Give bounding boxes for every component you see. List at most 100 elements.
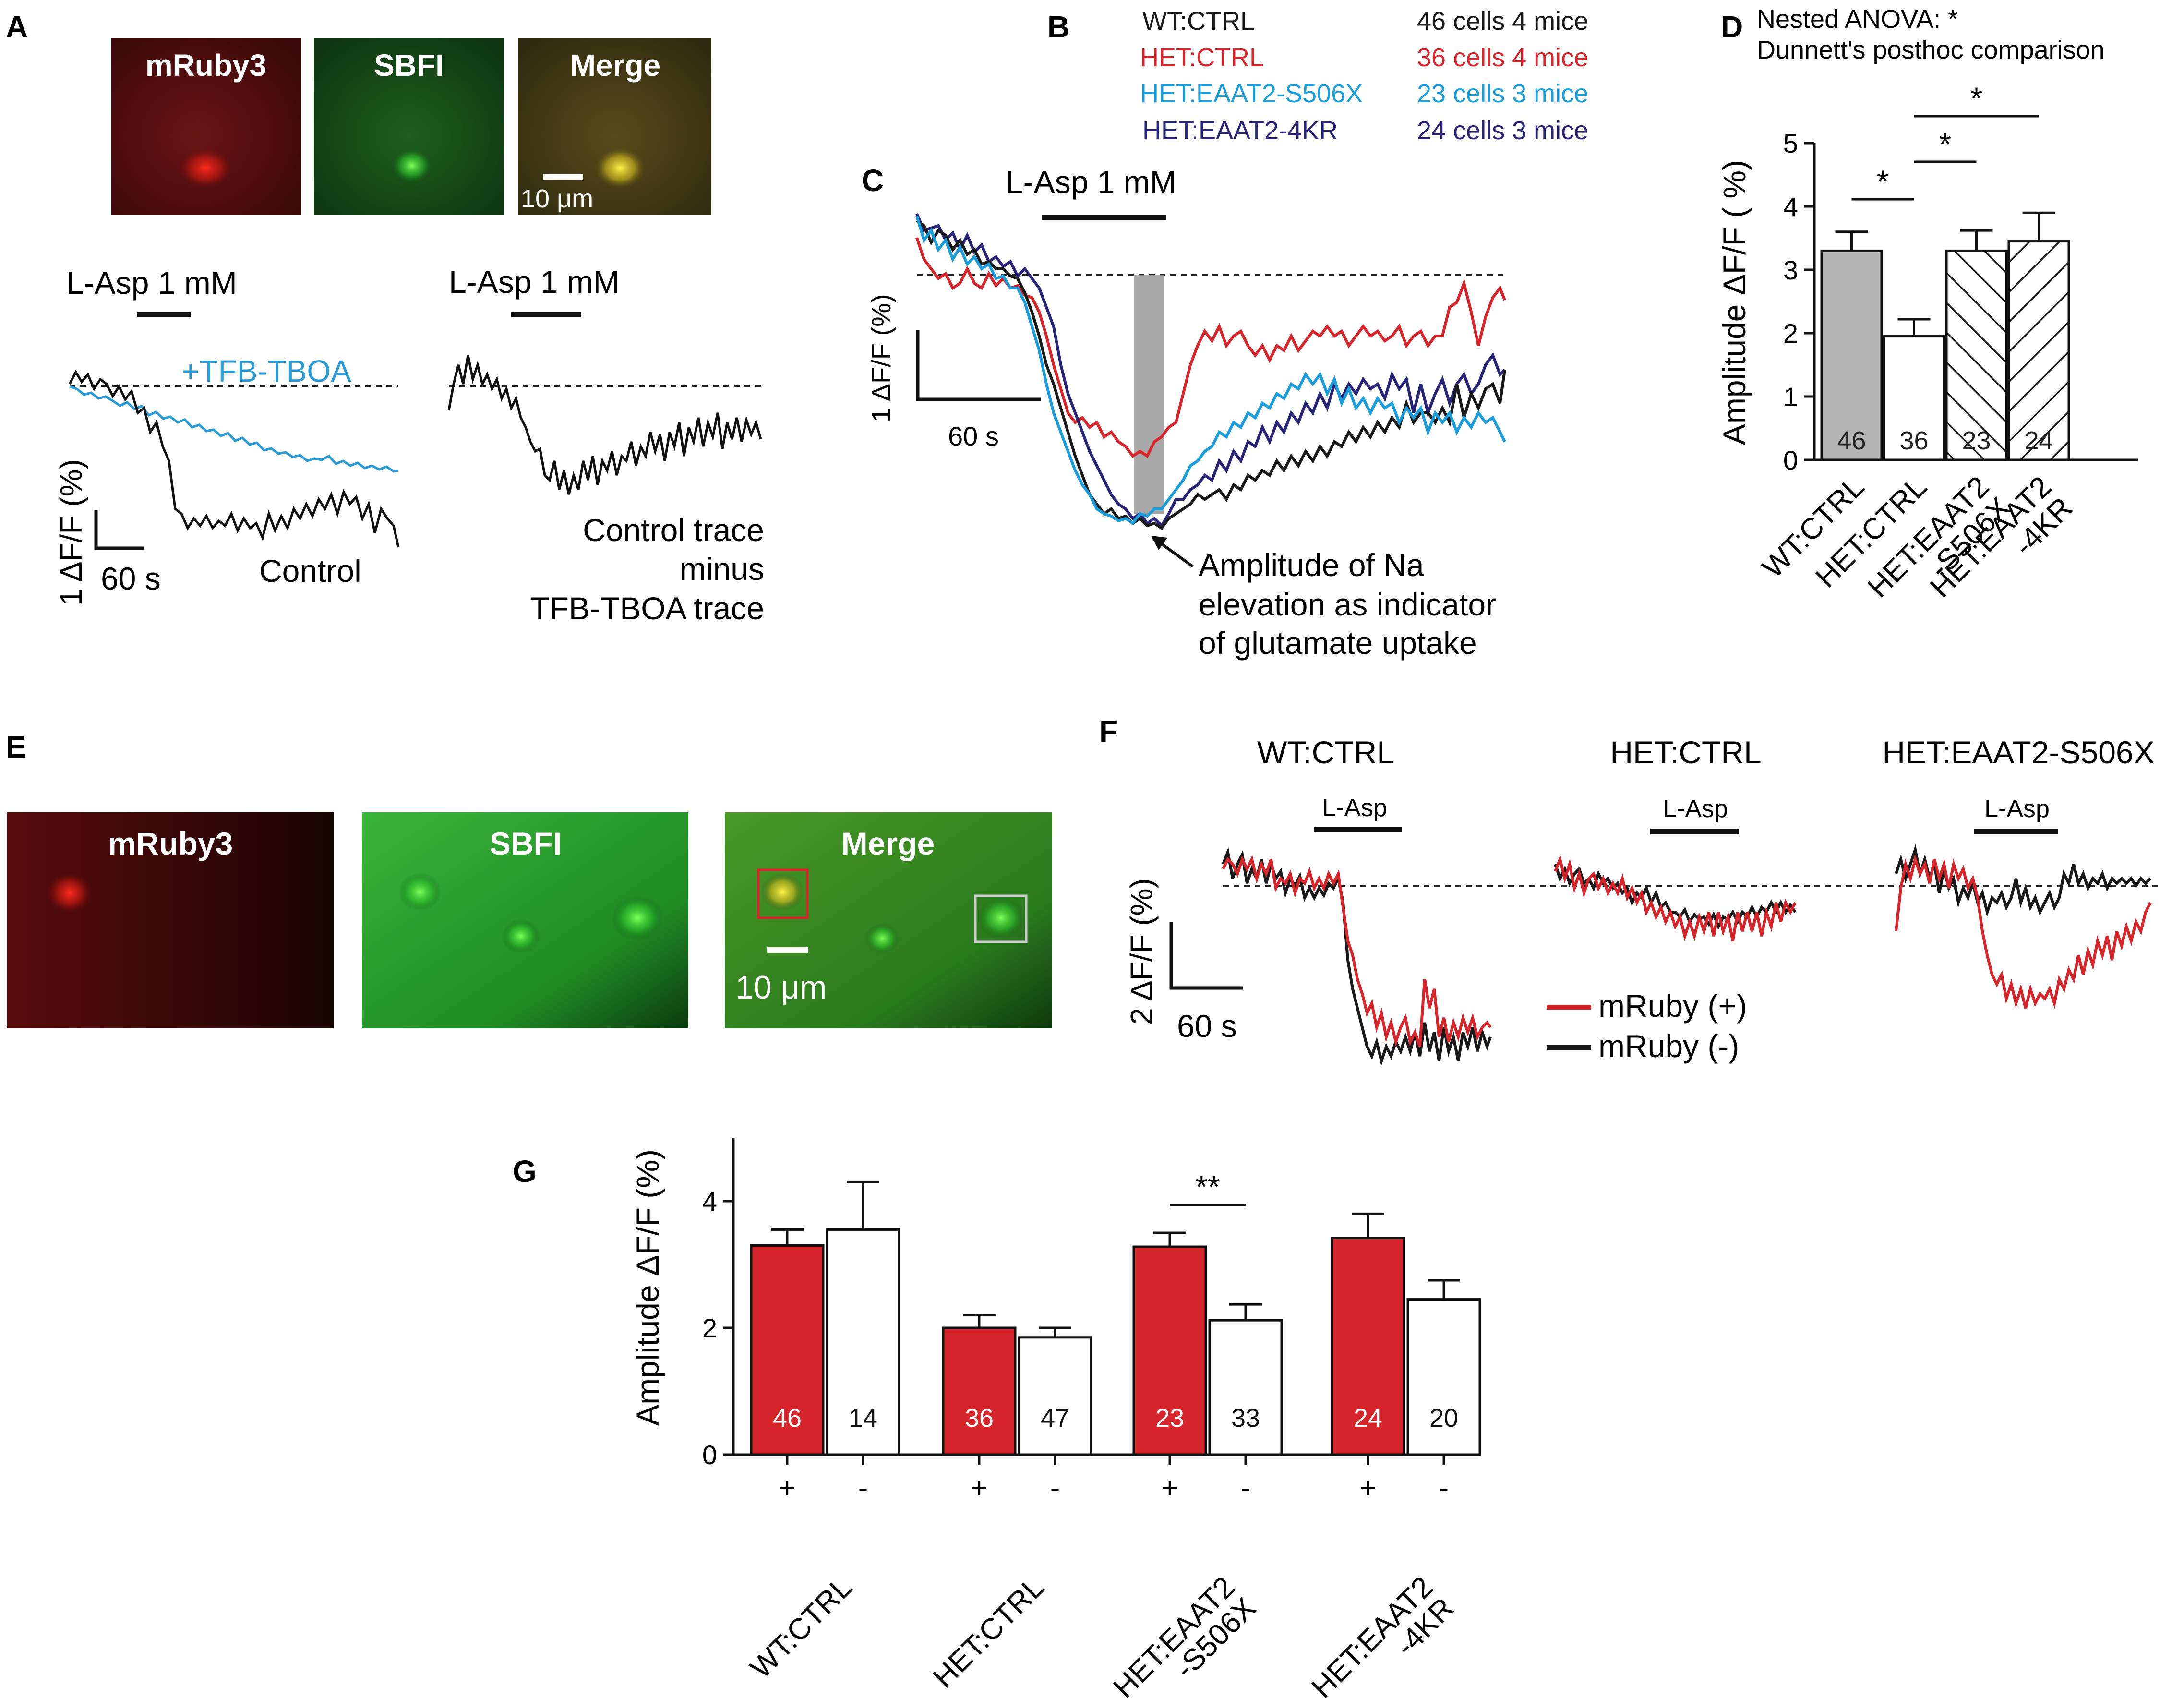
panel-c-scale-l <box>916 330 1041 401</box>
panel-d-title-1: Nested ANOVA: * <box>1757 5 1958 34</box>
legend-f-neg-label: mRuby (-) <box>1598 1028 1739 1064</box>
panel-d-title-2: Dunnett's posthoc comparison <box>1757 36 2105 64</box>
panel-c-xscale: 60 s <box>948 421 999 451</box>
panel-a-red-cell <box>178 147 233 189</box>
trace-c-4kr <box>915 213 1506 528</box>
trace-f-het-pos <box>1554 855 1797 941</box>
panel-a-sbfi-image <box>314 38 504 215</box>
panel-a-yellow-cell <box>594 146 647 190</box>
panel-b-letter: B <box>1047 10 1069 44</box>
panel-d-n-label: 24 <box>2024 426 2053 455</box>
legend-group-4kr: HET:EAAT2-4KR <box>1142 116 1338 145</box>
panel-g-sublabel: - <box>858 1471 868 1505</box>
panel-c-annotation-2: elevation as indicator <box>1199 587 1496 622</box>
panel-c-ylabel: 1 ΔF/F (%) <box>866 294 896 422</box>
panel-a-lasp-right: L-Asp 1 mM <box>449 264 620 300</box>
panel-e-mruby-image <box>7 812 334 1028</box>
panel-a-letter: A <box>6 10 28 44</box>
panel-a-tboa-trace <box>69 385 399 473</box>
legend-row-s506x: HET:EAAT2-S506X 23 cells 3 mice <box>1140 79 1588 108</box>
panel-g-bar <box>1018 1336 1092 1456</box>
panel-d-bar <box>1820 249 1883 461</box>
panel-d-ytick-label: 0 <box>1783 445 1798 475</box>
trace-f-wt-pos <box>1222 855 1492 1047</box>
panel-e-green-cell-3 <box>611 895 664 941</box>
panel-g-bar <box>942 1326 1017 1456</box>
panel-a-diff-line1: Control trace <box>583 512 764 548</box>
trace-c-s506x <box>915 216 1506 526</box>
panel-e-merge-cell-3 <box>977 896 1025 939</box>
panel-g-category-label: WT:CTRL <box>744 1570 859 1685</box>
panel-e-sbfi-label: SBFI <box>490 826 562 861</box>
panel-d-n-label: 36 <box>1899 426 1928 455</box>
panel-g-n-label: 20 <box>1429 1404 1458 1433</box>
panel-c-annotation-3: of glutamate uptake <box>1199 625 1477 661</box>
panel-e-red-roi-box <box>757 868 809 919</box>
panel-e-mruby-label: mRuby3 <box>108 826 233 861</box>
panel-d-letter: D <box>1721 10 1743 44</box>
panel-a-green-cell <box>391 147 433 184</box>
panel-c-grey-window <box>1134 275 1164 514</box>
panel-d-chart: D Nested ANOVA: * Dunnett's posthoc comp… <box>1716 5 2138 604</box>
panel-g-n-label: 24 <box>1354 1404 1382 1433</box>
panel-g-category-label: HET:EAAT2-4KR <box>1305 1570 1460 1698</box>
panel-c-lasp: L-Asp 1 mM <box>1006 164 1176 200</box>
panel-f-lasp-2: L-Asp <box>1663 795 1728 823</box>
panel-g-n-label: 47 <box>1041 1404 1069 1433</box>
panel-d-ytick-label: 1 <box>1783 382 1798 412</box>
trace-f-wt-neg <box>1222 847 1492 1066</box>
legend-count-s506x: 23 cells 3 mice <box>1417 79 1588 108</box>
panel-g-sublabel: + <box>1161 1471 1178 1505</box>
panel-d-sig-star: * <box>1939 126 1952 162</box>
panel-a-diff-trace <box>447 355 762 495</box>
legend-row-4kr: HET:EAAT2-4KR 24 cells 3 mice <box>1142 116 1588 145</box>
panel-e: E mRuby3 SBFI Merge 10 μm <box>6 730 1052 1028</box>
panel-e-letter: E <box>6 730 26 764</box>
panel-a-scale-l <box>94 510 144 550</box>
panel-f-title-wt: WT:CTRL <box>1257 735 1394 770</box>
panel-f: F WT:CTRL HET:CTRL HET:EAAT2-S506X L-Asp… <box>1099 714 2160 1066</box>
panel-a-diff-line2: minus <box>680 551 764 587</box>
panel-a-diff-line3: TFB-TBOA trace <box>530 590 764 626</box>
trace-f-s506x-neg <box>1895 844 2152 917</box>
panel-g-n-label: 36 <box>965 1404 994 1433</box>
panel-f-title-s506x: HET:EAAT2-S506X <box>1882 735 2154 770</box>
panel-a-merge-label: Merge <box>570 48 661 83</box>
panel-d-ytick-label: 5 <box>1783 128 1798 158</box>
panel-e-red-cell <box>47 872 93 914</box>
panel-c-annotation-1: Amplitude of Na <box>1199 547 1424 583</box>
panel-f-lasp-1: L-Asp <box>1322 794 1387 822</box>
panel-g-chart: G Amplitude ΔF/F (%) 02446+14-WT:CTRL36+… <box>513 1138 1481 1698</box>
panel-e-merge-cell-2 <box>865 923 900 954</box>
panel-g-bar <box>1331 1237 1405 1456</box>
panel-a: A mRuby3 SBFI Merge 10 μm L-Asp 1 mM +TF… <box>6 10 764 626</box>
panel-g-ytick-label: 4 <box>702 1186 717 1216</box>
panel-g-category-label: HET:EAAT2-S506X <box>1107 1570 1262 1698</box>
panel-g-sublabel: - <box>1439 1471 1449 1505</box>
panel-d-ytick-label: 2 <box>1783 318 1798 349</box>
legend-group-s506x: HET:EAAT2-S506X <box>1140 79 1363 108</box>
panel-a-control-label: Control <box>259 553 361 589</box>
panel-d-sig-star: * <box>1970 81 1983 116</box>
panel-g-bar <box>826 1228 900 1456</box>
panel-g-bar <box>1208 1319 1283 1456</box>
panel-c-arrow-head <box>1151 536 1167 550</box>
trace-c-het <box>915 237 1506 458</box>
panel-e-green-cell-1 <box>398 873 442 911</box>
panel-g-ytick-label: 0 <box>702 1440 717 1470</box>
legend-row-wt: WT:CTRL 46 cells 4 mice <box>1142 7 1588 36</box>
legend-group-wt: WT:CTRL <box>1142 7 1255 36</box>
panel-a-xscale: 60 s <box>101 561 161 596</box>
panel-a-mruby-label: mRuby3 <box>145 48 267 83</box>
panel-e-merge-label: Merge <box>841 826 935 861</box>
panel-g-n-label: 46 <box>773 1404 802 1433</box>
panel-g-sublabel: - <box>1241 1471 1251 1505</box>
panel-e-scalebar <box>767 947 808 953</box>
panel-g-category-label: HET:CTRL <box>927 1570 1051 1694</box>
panel-f-xscale: 60 s <box>1177 1008 1237 1044</box>
panel-f-lasp-3: L-Asp <box>1984 795 2050 823</box>
panel-d-ylabel: Amplitude ΔF/F ( %) <box>1716 160 1752 445</box>
panel-g-n-label: 14 <box>849 1404 877 1433</box>
panel-e-scalebar-label: 10 μm <box>735 969 827 1006</box>
